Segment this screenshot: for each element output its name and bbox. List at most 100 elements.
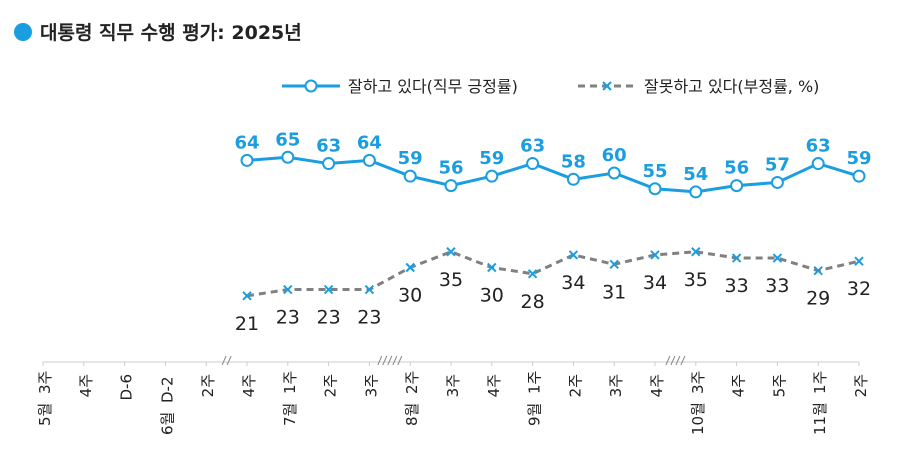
data-point-disapprove (283, 284, 293, 295)
data-label-approve: 59 (398, 148, 423, 169)
x-tick-label-month: 8월 (403, 403, 421, 426)
x-tick-label-month: 7월 (281, 403, 299, 426)
series-line-0 (246, 155, 860, 194)
x-tick-label-month: 6월 (158, 412, 176, 435)
x-marker-stroke (609, 259, 619, 270)
axis-break-mark (675, 355, 681, 366)
x-marker-stroke (283, 284, 293, 295)
data-label-approve: 64 (357, 132, 382, 153)
data-point-approve (281, 150, 295, 164)
data-point-approve (648, 182, 662, 196)
legend-label: 잘하고 있다(직무 긍정률) (348, 77, 518, 96)
data-point-approve (322, 157, 336, 171)
x-marker-stroke (772, 253, 783, 263)
x-tick-label: 1주9월 (526, 371, 544, 426)
x-tick-label-month: 11월 (811, 402, 829, 435)
x-tick-label: 3주 (362, 374, 380, 397)
data-point-approve (566, 172, 580, 186)
x-tick-label: 4주 (240, 374, 258, 397)
data-point-approve (770, 175, 784, 189)
data-point-disapprove (487, 262, 497, 273)
axis-break-mark (387, 355, 393, 366)
x-tick-label: 2주 (566, 374, 584, 397)
axis-break-mark (226, 355, 232, 366)
x-tick-label: 3주 (444, 374, 462, 397)
x-tick-label: 4주 (485, 374, 503, 397)
data-point-disapprove (813, 265, 823, 276)
x-tick-label: D-6 (118, 374, 136, 401)
axis-break-mark (221, 355, 227, 366)
data-label-approve: 56 (724, 158, 749, 179)
data-label-disapprove: 23 (276, 307, 300, 329)
x-tick-label-week: 1주 (281, 371, 299, 394)
x-tick-label: D-26월 (158, 376, 176, 435)
axis-break-mark (680, 355, 686, 366)
data-point-approve (607, 166, 621, 180)
chart-title-block: 대통령 직무 수행 평가: 2025년 (14, 18, 302, 45)
data-label-disapprove: 30 (398, 285, 422, 307)
x-marker-stroke (242, 291, 252, 301)
x-tick-label: 2주8월 (403, 371, 421, 426)
data-label-disapprove: 31 (602, 281, 626, 303)
data-label-disapprove: 35 (439, 269, 463, 291)
data-point-disapprove (609, 259, 619, 270)
data-label-approve: 63 (806, 136, 831, 157)
axis-break-mark (665, 355, 671, 366)
data-point-approve (362, 153, 376, 167)
data-point-approve (444, 179, 458, 193)
x-tick-label: 5주 (770, 374, 788, 397)
data-point-disapprove (242, 291, 252, 301)
data-point-disapprove (364, 284, 375, 295)
data-label-approve: 59 (846, 148, 871, 169)
data-point-disapprove (568, 250, 579, 260)
data-label-approve: 56 (438, 158, 463, 179)
data-point-approve (689, 185, 703, 199)
x-marker-stroke (691, 247, 701, 257)
x-tick-label-week: 3주 (689, 371, 707, 394)
data-label-disapprove: 23 (357, 307, 381, 329)
data-label-disapprove: 29 (806, 288, 830, 310)
data-label-approve: 63 (316, 136, 341, 157)
x-tick-label-week: 1주 (811, 371, 829, 394)
data-label-disapprove: 32 (847, 278, 871, 300)
data-point-approve (485, 169, 499, 183)
x-tick-label: 3주 (607, 374, 625, 397)
data-label-approve: 59 (479, 148, 504, 169)
data-point-disapprove (650, 250, 660, 260)
x-marker-stroke (405, 262, 415, 273)
axis-break-mark (382, 355, 388, 366)
x-tick-label-week: 2주 (403, 371, 421, 394)
x-tick-label: 2주 (322, 374, 340, 397)
axis-break-mark (377, 355, 383, 366)
axis-break-mark (397, 355, 403, 366)
x-tick-label: 4주 (730, 374, 748, 397)
data-point-disapprove (691, 247, 701, 257)
data-label-disapprove: 35 (684, 269, 708, 291)
data-point-disapprove (772, 253, 783, 263)
x-tick-label-month: 9월 (526, 403, 544, 426)
data-label-disapprove: 34 (561, 272, 585, 294)
x-marker-stroke (527, 269, 538, 279)
data-label-approve: 54 (683, 164, 708, 185)
data-point-approve (852, 169, 866, 183)
data-label-approve: 55 (642, 161, 667, 182)
data-point-disapprove (527, 269, 538, 279)
data-label-approve: 58 (561, 151, 586, 172)
data-point-disapprove (854, 256, 864, 266)
axis-break-mark (670, 355, 676, 366)
x-marker-stroke (650, 250, 660, 260)
x-tick-label-week: D-2 (158, 376, 176, 403)
data-label-disapprove: 28 (521, 291, 545, 313)
data-label-approve: 57 (765, 154, 790, 175)
data-label-disapprove: 23 (317, 307, 341, 329)
x-tick-label-month: 10월 (689, 402, 707, 435)
x-marker-stroke (854, 256, 864, 266)
x-marker-stroke (487, 262, 497, 273)
x-marker-stroke (364, 284, 375, 295)
data-label-disapprove: 34 (643, 272, 667, 294)
chart-title: 대통령 직무 수행 평가: 2025년 (40, 22, 302, 44)
x-marker-stroke (568, 250, 579, 260)
x-tick-label: 2주 (852, 374, 870, 397)
data-point-disapprove (323, 284, 334, 295)
